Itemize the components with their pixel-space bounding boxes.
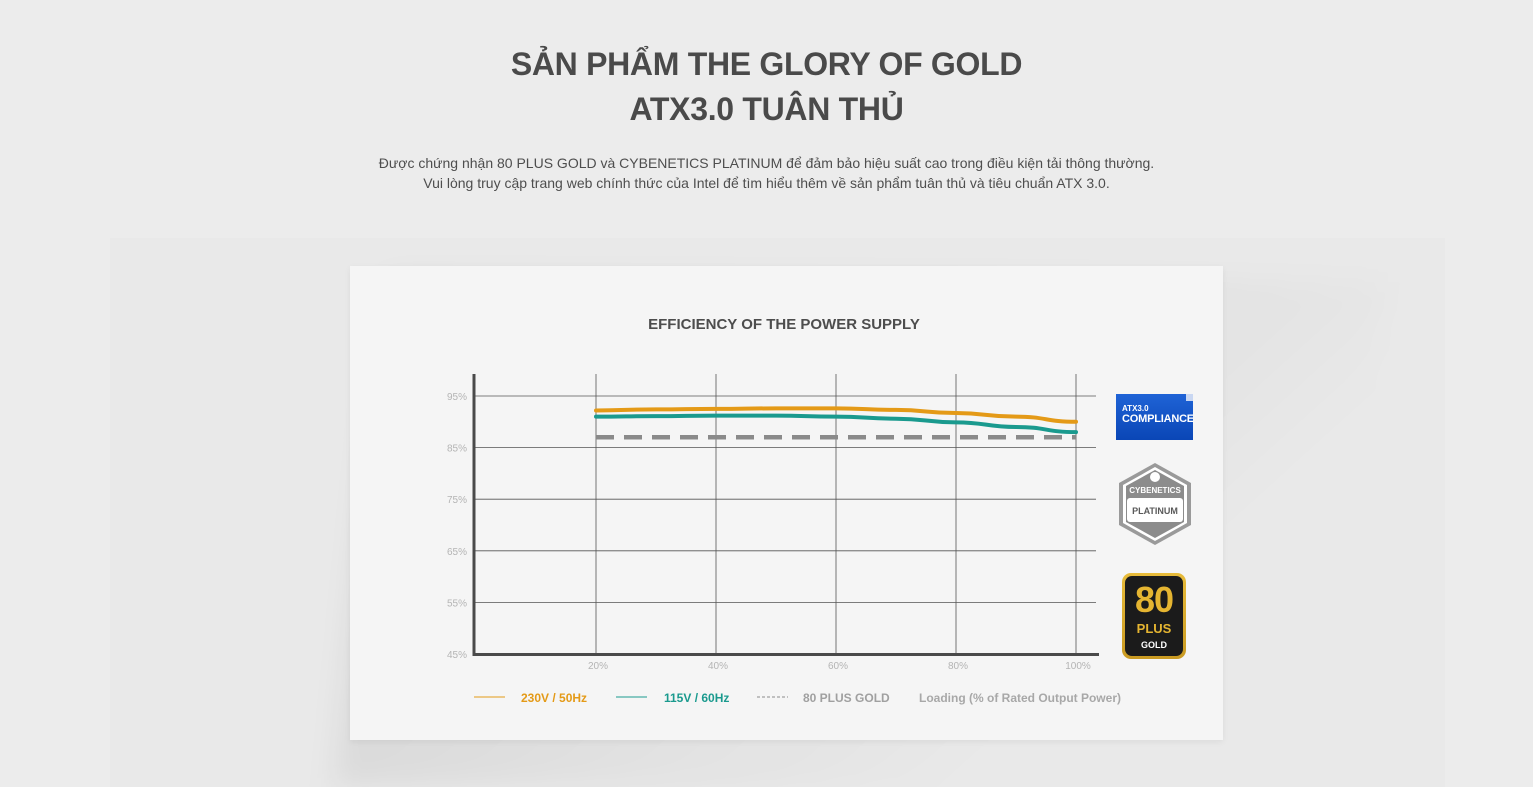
atx3-compliance-badge: ATX3.0 COMPLIANCE	[1116, 394, 1194, 440]
legend-label-80-plus-gold: 80 PLUS GOLD	[803, 691, 890, 705]
y-tick-label: 55%	[447, 598, 467, 609]
page-title-line-1: SẢN PHẨM THE GLORY OF GOLD	[510, 46, 1023, 82]
y-tick-label: 75%	[447, 495, 467, 506]
80-plus-gold-badge: 80 PLUS GOLD	[1122, 573, 1186, 659]
atx-badge-label: COMPLIANCE	[1122, 413, 1194, 425]
y-tick-label: 95%	[447, 392, 467, 403]
y-tick-label: 65%	[447, 547, 467, 558]
atx-badge-version: ATX3.0	[1122, 404, 1149, 413]
80-plus-word: PLUS	[1136, 621, 1172, 636]
series-line-230v	[594, 406, 1078, 424]
legend-label-230v: 230V / 50Hz	[521, 691, 587, 705]
80-plus-badge-inner: 80 PLUS GOLD	[1125, 576, 1183, 656]
x-axis-label: Loading (% of Rated Output Power)	[919, 691, 1121, 705]
cybenetics-level-text: PLATINUM	[1132, 506, 1178, 516]
x-tick-label: 40%	[708, 661, 728, 672]
chart-title: EFFICIENCY OF THE POWER SUPPLY	[648, 316, 920, 333]
y-tick-label: 85%	[447, 444, 467, 455]
series-line-115v	[594, 413, 1078, 435]
page-title-line-2: ATX3.0 TUÂN THỦ	[629, 91, 904, 127]
x-tick-label: 60%	[828, 661, 848, 672]
cybenetics-brand-text: CYBENETICS	[1129, 486, 1181, 495]
chart-card	[350, 266, 1223, 740]
80-plus-number: 80	[1134, 579, 1174, 620]
y-tick-label: 45%	[447, 650, 467, 661]
atx-badge-corner	[1186, 394, 1193, 401]
description-line-1: Được chứng nhận 80 PLUS GOLD và CYBENETI…	[378, 155, 1155, 171]
cybenetics-platinum-badge	[1119, 463, 1191, 545]
legend-label-115v: 115V / 60Hz	[664, 691, 729, 705]
x-tick-label: 100%	[1065, 661, 1091, 672]
x-tick-label: 20%	[588, 661, 608, 672]
description-line-2: Vui lòng truy cập trang web chính thức c…	[423, 175, 1110, 191]
x-tick-label: 80%	[948, 661, 968, 672]
80-plus-tier: GOLD	[1129, 639, 1179, 652]
